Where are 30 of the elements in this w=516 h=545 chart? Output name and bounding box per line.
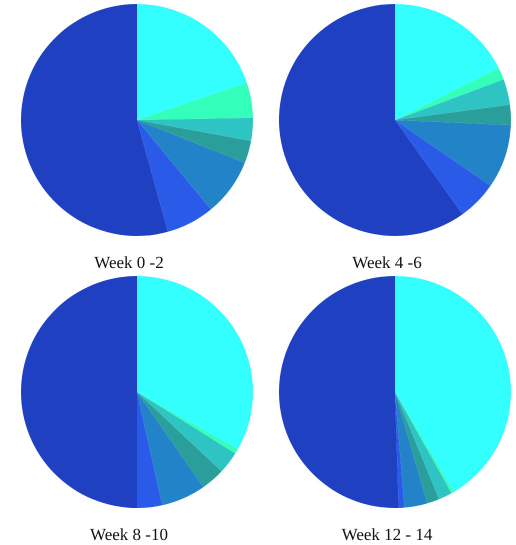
pie-slice [137, 392, 162, 508]
pie-slice [137, 392, 204, 506]
text: Week 8 -10 [90, 524, 168, 544]
pie-slice [137, 392, 222, 488]
text: Week 0 -2 [94, 252, 164, 272]
pie-slice [137, 392, 238, 454]
pie-slice [395, 104, 511, 126]
pie-slice [137, 392, 236, 472]
pie-slice [395, 276, 511, 492]
pie-slice [279, 276, 399, 508]
text: Week 4 -6 [352, 252, 422, 272]
pie-slice [395, 68, 504, 120]
pie-slice [395, 4, 499, 120]
pie-slice [21, 276, 137, 508]
pie-slice [395, 392, 428, 508]
pie-slice [395, 392, 440, 504]
pie-slice [21, 4, 168, 236]
pie-slice [137, 82, 253, 120]
pie-slice [395, 120, 511, 186]
pie-slice [395, 392, 404, 508]
pie-slice [137, 120, 245, 210]
pie-slice [137, 276, 253, 450]
pie-slice [395, 79, 510, 120]
text: Week 12 - 14 [342, 524, 433, 544]
pie-slice [137, 120, 211, 232]
pie-slice [137, 4, 247, 120]
pie-slice [395, 120, 491, 214]
pie-slice [137, 120, 252, 163]
pie-slice [279, 4, 463, 236]
pie-slice [137, 118, 253, 142]
